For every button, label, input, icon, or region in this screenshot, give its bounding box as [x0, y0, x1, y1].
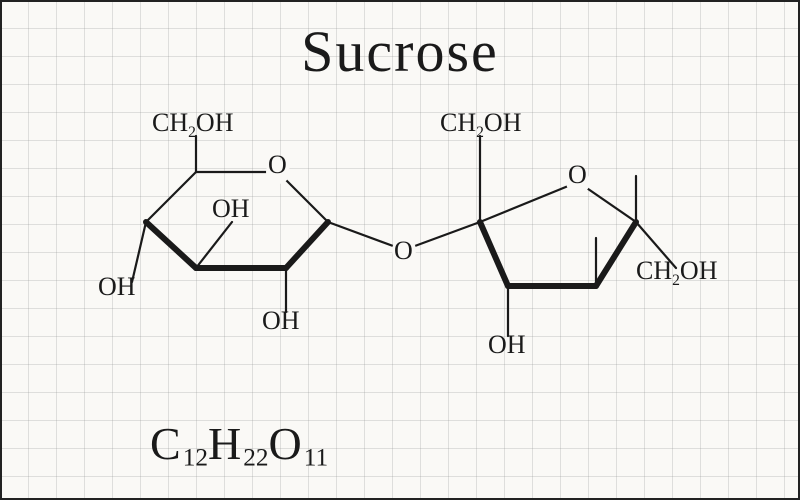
atom-label-O_g: O	[268, 150, 287, 180]
atom-label-OH_f3: OH	[488, 330, 526, 360]
structure-diagram: O O O CH2OH CH2OH CH2OH OH OH OH OH	[0, 0, 800, 500]
atom-label-O_link: O	[394, 236, 413, 266]
atom-label-OH_g4: OH	[98, 272, 136, 302]
atom-label-O_f: O	[568, 160, 587, 190]
atom-label-CH2OH_f1: CH2OH	[440, 108, 521, 142]
atom-label-OH_g2: OH	[262, 306, 300, 336]
molecular-formula: C12H22O11	[150, 417, 328, 472]
atom-label-OH_g3: OH	[212, 194, 250, 224]
atom-label-CH2OH_f6: CH2OH	[636, 256, 717, 290]
atom-label-CH2OH_g: CH2OH	[152, 108, 233, 142]
